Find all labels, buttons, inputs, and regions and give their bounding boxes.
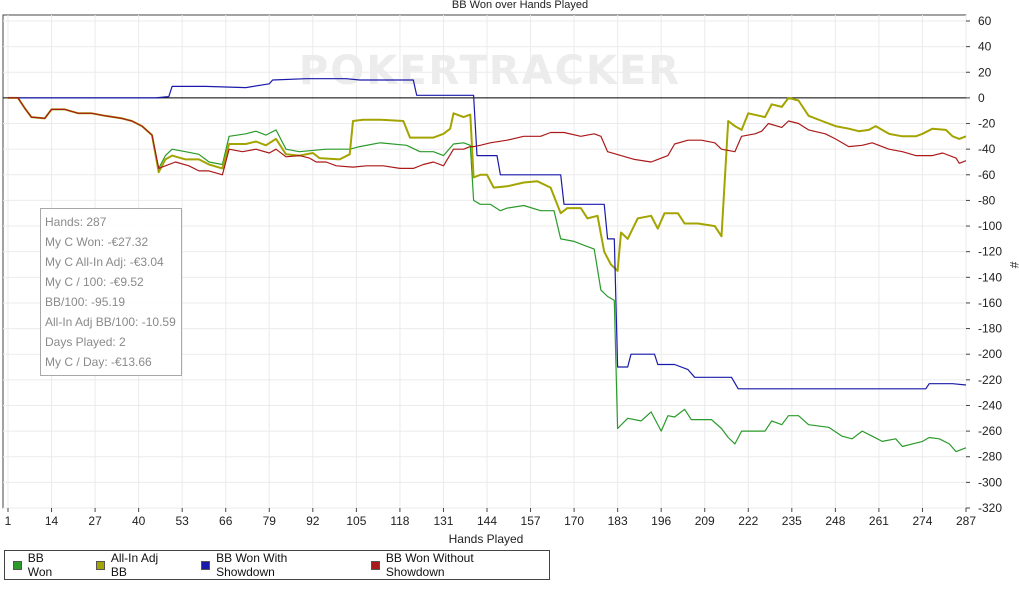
x-tick-label: 40 xyxy=(132,514,146,528)
stats-per-100: My C / 100: -€9.52 xyxy=(45,275,144,289)
chart-title: BB Won over Hands Played xyxy=(452,0,588,11)
legend-swatch xyxy=(201,560,211,570)
legend-item-all-in-adj-bb[interactable]: All-In Adj BB xyxy=(96,551,175,579)
x-tick-label: 261 xyxy=(869,514,889,528)
series-group xyxy=(8,78,967,453)
series-bb-won-line xyxy=(8,97,967,453)
y-tick-label: -180 xyxy=(978,322,1002,336)
x-tick-label: 79 xyxy=(263,514,277,528)
y-tick-label: -280 xyxy=(978,450,1002,464)
x-tick-label: 1 xyxy=(5,514,12,528)
x-tick-label: 196 xyxy=(651,514,671,528)
y-tick-label: -160 xyxy=(978,296,1002,310)
x-tick-label: 53 xyxy=(176,514,190,528)
x-tick-label: 274 xyxy=(912,514,932,528)
y-tick-label: -60 xyxy=(978,168,996,182)
series-bb-won-with-showdown-line xyxy=(8,78,967,390)
legend-item-bb-won-without-showdown[interactable]: BB Won Without Showdown xyxy=(371,551,531,579)
x-tick-label: 183 xyxy=(608,514,628,528)
stats-won: My C Won: -€27.32 xyxy=(45,235,149,249)
x-tick-label: 248 xyxy=(825,514,845,528)
y-tick-label: -320 xyxy=(978,501,1002,515)
legend-label: BB Won Without Showdown xyxy=(385,551,474,579)
x-tick-label: 287 xyxy=(956,514,976,528)
stats-days-played: Days Played: 2 xyxy=(45,335,126,349)
y-tick-label: -20 xyxy=(978,117,996,131)
stats-per-day: My C / Day: -€13.66 xyxy=(45,355,152,369)
stats-tooltip: Hands: 287 My C Won: -€27.32 My C All-In… xyxy=(40,208,182,376)
series-all-in-adj-bb-line xyxy=(8,96,967,272)
x-tick-label: 157 xyxy=(521,514,541,528)
legend-label: BB Won xyxy=(27,551,53,579)
x-tick-label: 92 xyxy=(306,514,320,528)
x-tick-label: 235 xyxy=(782,514,802,528)
legend-swatch xyxy=(371,560,380,570)
watermark-logo: POKERTRACKER xyxy=(299,48,681,94)
y-axis: 60 40 20 0 -20 -40 -60 -80 -100 -120 -140 -160 -180 -… xyxy=(966,14,1002,515)
y-tick-label: 40 xyxy=(978,40,992,54)
y-tick-label: -240 xyxy=(978,398,1002,412)
x-tick-label: 27 xyxy=(88,514,102,528)
x-tick-label: 105 xyxy=(346,514,366,528)
legend-swatch xyxy=(13,560,22,570)
stats-bb-per-100: BB/100: -95.19 xyxy=(45,295,126,309)
x-tick-label: 131 xyxy=(433,514,453,528)
legend: BB Won All-In Adj BB BB Won With Showdow… xyxy=(4,550,550,580)
y-tick-label: 20 xyxy=(978,65,992,79)
stats-allin-bb-per-100: All-In Adj BB/100: -10.59 xyxy=(45,315,176,329)
x-tick-label: 222 xyxy=(738,514,758,528)
x-tick-label: 66 xyxy=(219,514,233,528)
y-tick-label: -140 xyxy=(978,270,1002,284)
legend-label: BB Won With Showdown xyxy=(216,551,288,579)
legend-item-bb-won-with-showdown[interactable]: BB Won With Showdown xyxy=(201,551,345,579)
y-tick-label: -220 xyxy=(978,373,1002,387)
x-tick-label: 144 xyxy=(477,514,497,528)
series-bb-won-without-showdown-line xyxy=(8,97,967,176)
y-tick-label: -120 xyxy=(978,245,1002,259)
legend-swatch xyxy=(96,560,105,570)
legend-item-bb-won[interactable]: BB Won xyxy=(13,551,70,579)
x-tick-label: 209 xyxy=(695,514,715,528)
y-tick-label: -80 xyxy=(978,193,996,207)
y-tick-label: -300 xyxy=(978,475,1002,489)
x-axis-label: Hands Played xyxy=(449,532,524,546)
x-tick-label: 170 xyxy=(564,514,584,528)
y-tick-label: 0 xyxy=(978,91,985,105)
x-tick-label: 14 xyxy=(45,514,59,528)
y-tick-label: -260 xyxy=(978,424,1002,438)
stats-allin-adj: My C All-In Adj: -€3.04 xyxy=(45,255,164,269)
legend-label: All-In Adj BB xyxy=(110,551,159,579)
x-axis: 1 14 27 40 53 66 79 92 105 118 131 144 157 170 183 196 2… xyxy=(5,508,976,528)
y-tick-label: -40 xyxy=(978,142,996,156)
y-tick-label: 60 xyxy=(978,14,992,28)
x-tick-label: 118 xyxy=(390,514,409,528)
y-axis-label: # xyxy=(1007,262,1019,269)
y-tick-label: -200 xyxy=(978,347,1002,361)
stats-hands: Hands: 287 xyxy=(45,215,107,229)
y-tick-label: -100 xyxy=(978,219,1002,233)
